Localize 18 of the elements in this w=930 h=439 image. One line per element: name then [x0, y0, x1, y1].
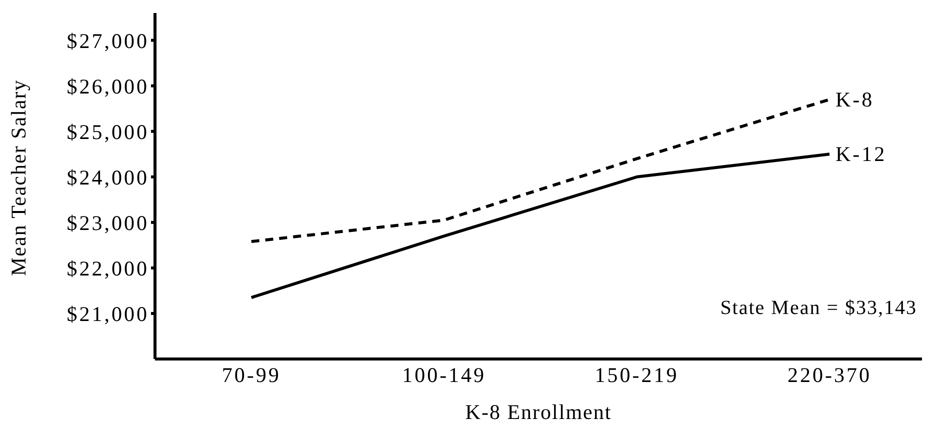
x-axis-title: K-8 Enrollment [465, 400, 612, 424]
y-tick-label: $23,000 [66, 210, 149, 235]
y-tick-label: $26,000 [66, 74, 149, 98]
x-tick-label: 100-149 [402, 362, 486, 387]
y-tick-label: $24,000 [66, 165, 149, 190]
y-axis-title: Mean Teacher Salary [6, 79, 30, 276]
x-tick-label: 150-219 [594, 362, 679, 387]
series-label: K-12 [835, 142, 887, 166]
y-tick-label: $22,000 [66, 256, 149, 280]
annotation: State Mean = $33,143 [720, 297, 917, 319]
x-tick-label: 70-99 [222, 362, 281, 387]
y-tick-label: $21,000 [66, 302, 149, 326]
line-series [250, 152, 831, 300]
x-tick-label: 220-370 [787, 362, 872, 387]
series-label: K-8 [835, 88, 874, 112]
y-tick-label: $25,000 [66, 120, 149, 144]
line-series [250, 98, 831, 244]
y-tick-label: $27,000 [66, 28, 149, 53]
